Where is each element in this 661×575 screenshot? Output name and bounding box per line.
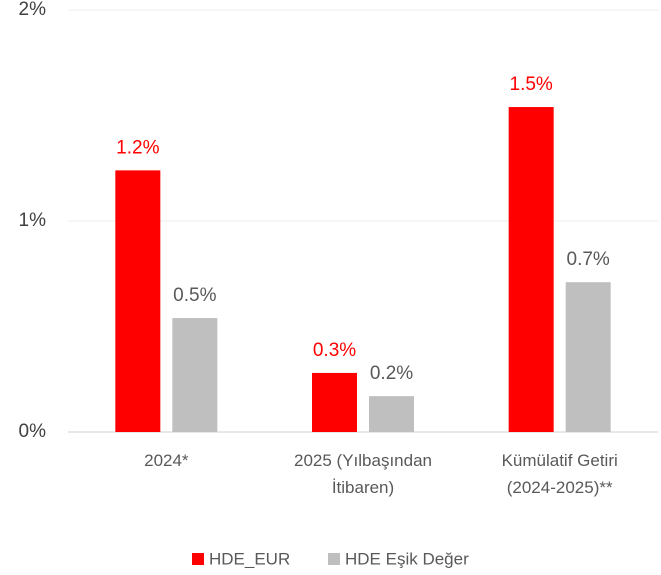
- y-tick-label: 1%: [19, 210, 47, 231]
- bar: [115, 170, 161, 433]
- data-label: 1.5%: [510, 74, 553, 95]
- legend-swatch: [192, 553, 204, 565]
- data-label: 0.2%: [370, 363, 413, 384]
- bar: [312, 372, 357, 432]
- x-tick-label: 2025 (Yılbaşından İtibaren): [294, 451, 432, 497]
- data-label: 0.5%: [173, 285, 216, 306]
- bar: [565, 282, 611, 432]
- y-tick-label: 2%: [19, 0, 47, 20]
- legend-label: HDE Eşik Değer: [345, 549, 469, 568]
- data-label: 0.7%: [567, 249, 610, 270]
- bar: [508, 107, 554, 432]
- legend-swatch: [328, 553, 340, 565]
- x-tick-label: 2024*: [144, 451, 189, 470]
- bar: [369, 396, 414, 432]
- y-tick-label: 0%: [19, 421, 47, 442]
- legend-label: HDE_EUR: [209, 549, 290, 568]
- x-tick-label: Kümülatif Getiri (2024-2025)**: [502, 451, 618, 497]
- bar: [172, 318, 218, 432]
- data-label: 1.2%: [116, 137, 159, 158]
- data-label: 0.3%: [313, 340, 356, 361]
